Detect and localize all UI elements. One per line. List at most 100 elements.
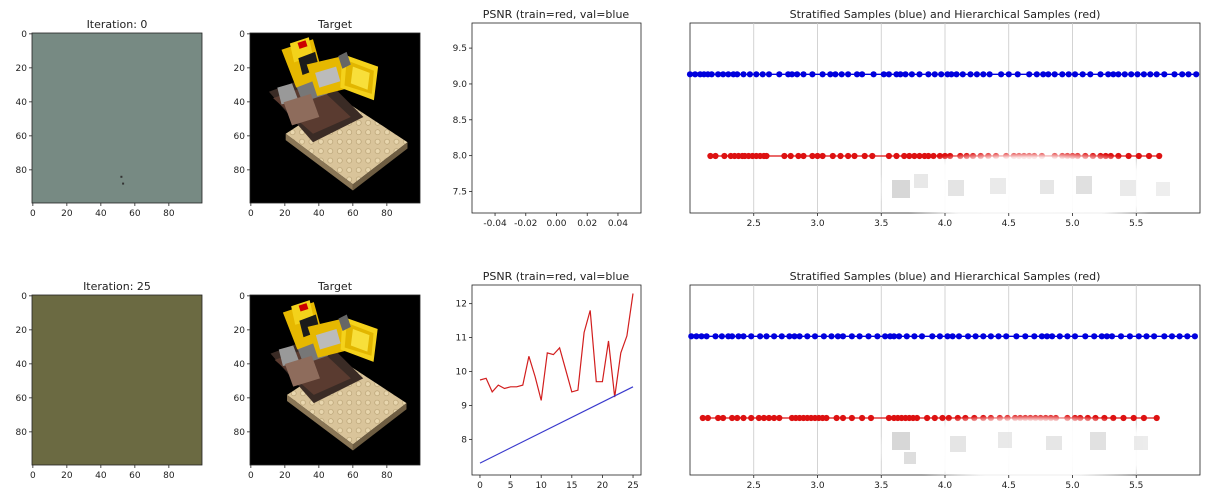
y-tick-label: 60 <box>234 394 246 404</box>
x-tick-label: 0.00 <box>546 219 566 229</box>
x-tick-label: 20 <box>279 471 291 481</box>
stratified-sample-point <box>820 333 828 340</box>
psnr-0-axes <box>471 22 642 214</box>
stratified-sample-point <box>1153 71 1160 78</box>
stratified-sample-point <box>1087 71 1094 78</box>
iteration-25-y-ticks: 0 20 40 60 80 <box>16 292 32 438</box>
iteration-0-x-ticks: 0 20 40 60 80 <box>30 203 175 219</box>
stratified-sample-point <box>809 71 816 78</box>
target-25-title: Target <box>317 280 353 293</box>
stratified-sample-point <box>986 71 993 78</box>
stratified-sample-point <box>759 71 766 78</box>
stratified-sample-point <box>998 71 1005 78</box>
hierarchical-sample-point <box>833 414 840 422</box>
hierarchical-sample-point <box>776 414 783 422</box>
x-tick-label: 0 <box>30 471 36 481</box>
y-tick-label: 20 <box>234 326 246 336</box>
stratified-sample-point <box>686 71 694 78</box>
stratified-sample-point <box>763 333 770 340</box>
stratified-sample-point <box>1033 71 1040 78</box>
stratified-sample-point <box>874 333 881 340</box>
x-tick-label: -0.02 <box>514 219 537 229</box>
samples-0-x-ticks: 2.5 3.0 3.5 4.0 4.5 5.0 5.5 <box>747 213 1143 229</box>
hierarchical-sample-point <box>848 414 856 422</box>
stratified-sample-point <box>1064 333 1071 340</box>
stratified-sample-point <box>740 71 747 78</box>
psnr-25-x-ticks: 0 5 10 15 20 25 <box>477 475 639 491</box>
stratified-sample-point <box>964 333 972 340</box>
hierarchical-sample-point <box>861 152 868 160</box>
stratified-sample-point <box>955 333 963 340</box>
x-tick-label: 0.04 <box>608 219 628 229</box>
stratified-sample-point <box>1071 71 1079 78</box>
iteration-25-panel: Iteration: 25 0 20 40 60 80 0 20 40 60 80 <box>16 280 203 481</box>
hierarchical-sample-point <box>781 152 788 160</box>
x-tick-label: 60 <box>347 209 359 219</box>
stratified-sample-point <box>703 333 710 340</box>
samples-0-panel: Stratified Samples (blue) and Hierarchic… <box>686 8 1201 229</box>
stratified-sample-point <box>1022 333 1029 340</box>
stratified-sample-point <box>800 71 807 78</box>
y-tick-label: 0 <box>239 292 245 302</box>
x-tick-label: 3.5 <box>874 481 888 491</box>
stratified-sample-point <box>1128 71 1135 78</box>
psnr-0-y-ticks: 7.5 8.0 8.5 9.0 9.5 <box>453 44 472 197</box>
hierarchical-sample-point <box>867 414 875 422</box>
stratified-sample-point <box>839 333 847 340</box>
y-tick-label: 0 <box>21 292 27 302</box>
stratified-sample-point <box>1098 333 1105 340</box>
stratified-sample-point <box>1105 71 1112 78</box>
stratified-sample-point <box>1005 71 1012 78</box>
stratified-sample-point <box>753 71 760 78</box>
samples-25-blur-overlay <box>870 414 1190 484</box>
target-0-x-ticks: 0 20 40 60 80 <box>248 203 393 219</box>
stratified-sample-point <box>734 71 741 78</box>
hierarchical-sample-point <box>715 414 722 422</box>
hierarchical-sample-point <box>859 414 866 422</box>
stratified-sample-point <box>953 71 960 78</box>
stratified-sample-point <box>1121 71 1128 78</box>
stratified-sample-point <box>931 71 938 78</box>
y-tick-label: 7.5 <box>453 187 467 197</box>
iteration-0-specks <box>120 175 125 185</box>
x-tick-label: 80 <box>381 471 393 481</box>
stratified-sample-point <box>865 333 872 340</box>
stratified-sample-point <box>980 333 987 340</box>
stratified-sample-point <box>788 71 796 78</box>
x-tick-label: 4.5 <box>1002 481 1016 491</box>
stratified-sample-point <box>1126 333 1133 340</box>
hierarchical-sample-point <box>800 152 807 160</box>
stratified-sample-point <box>973 71 981 78</box>
x-tick-label: 80 <box>163 209 175 219</box>
samples-25-x-ticks: 2.5 3.0 3.5 4.0 4.5 5.0 5.5 <box>747 475 1143 491</box>
stratified-sample-point <box>1014 71 1021 78</box>
stratified-sample-point <box>1097 71 1104 78</box>
target-0-frame <box>249 32 421 204</box>
stratified-sample-point <box>1161 333 1168 340</box>
stratified-sample-point <box>995 333 1002 340</box>
stratified-sample-point <box>1191 333 1198 340</box>
stratified-sample-point <box>1108 333 1116 340</box>
stratified-sample-point <box>1071 333 1079 340</box>
psnr-25-y-ticks: 8 9 10 11 12 <box>456 300 472 445</box>
stratified-sample-point <box>688 333 695 340</box>
target-0-title: Target <box>317 18 353 31</box>
hierarchical-sample-point <box>771 414 778 422</box>
stratified-sample-point <box>987 333 995 340</box>
y-tick-label: 9.5 <box>453 44 467 54</box>
stratified-sample-point <box>1103 333 1110 340</box>
x-tick-label: 5 <box>508 481 514 491</box>
stratified-sample-point <box>1003 333 1010 340</box>
y-tick-label: 40 <box>16 98 28 108</box>
stratified-sample-point <box>771 333 778 340</box>
stratified-sample-point <box>916 71 923 78</box>
stratified-sample-point <box>925 71 932 78</box>
psnr-25-title: PSNR (train=red, val=blue <box>483 270 630 283</box>
y-tick-label: 80 <box>16 166 28 176</box>
stratified-sample-point <box>735 333 742 340</box>
hierarchical-sample-point <box>720 414 727 422</box>
stratified-sample-point <box>718 333 726 340</box>
stratified-sample-point <box>1082 333 1089 340</box>
stratified-sample-point <box>1193 71 1200 78</box>
samples-0-title: Stratified Samples (blue) and Hierarchic… <box>790 8 1101 21</box>
